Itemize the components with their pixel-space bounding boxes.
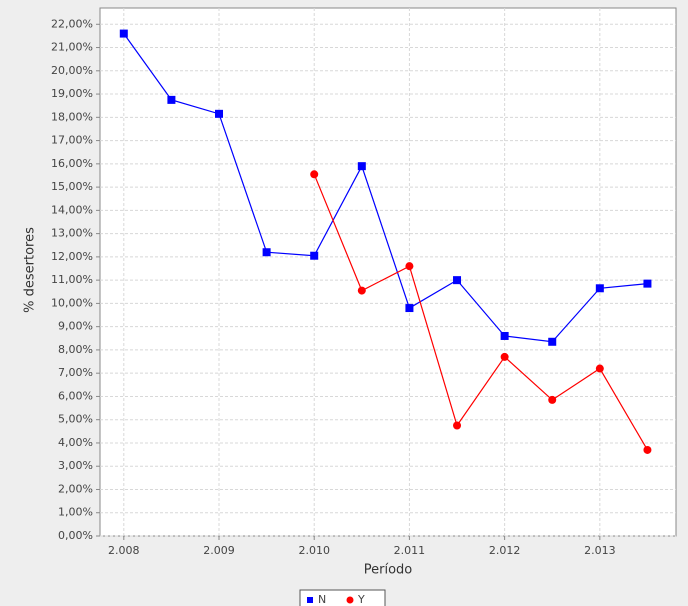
y-tick-label: 3,00% — [58, 459, 93, 472]
y-tick-label: 7,00% — [58, 366, 93, 379]
x-tick-label: 2.013 — [584, 544, 616, 557]
marker — [262, 248, 271, 257]
y-tick-label: 22,00% — [51, 17, 93, 30]
y-tick-label: 6,00% — [58, 389, 93, 402]
y-tick-label: 15,00% — [51, 180, 93, 193]
marker — [357, 286, 366, 295]
y-tick-label: 16,00% — [51, 157, 93, 170]
marker — [548, 337, 557, 346]
legend-label: N — [318, 593, 326, 606]
y-tick-label: 20,00% — [51, 64, 93, 77]
legend-marker — [307, 597, 313, 603]
marker — [453, 276, 462, 285]
marker — [215, 109, 224, 118]
plot-area — [99, 7, 677, 537]
legend-box — [299, 589, 386, 606]
series-line — [123, 33, 648, 343]
y-tick-label: 17,00% — [51, 134, 93, 147]
y-tick-label: 19,00% — [51, 87, 93, 100]
marker — [595, 364, 604, 373]
y-tick-label: 10,00% — [51, 296, 93, 309]
legend-marker — [346, 596, 354, 604]
y-axis-title: % desertores — [23, 227, 38, 313]
marker — [500, 331, 509, 340]
marker — [643, 445, 652, 454]
x-axis-title: Período — [364, 563, 413, 578]
legend-label: Y — [357, 593, 365, 606]
y-tick-label: 12,00% — [51, 250, 93, 263]
y-tick-label: 2,00% — [58, 482, 93, 495]
y-tick-label: 14,00% — [51, 203, 93, 216]
marker — [405, 262, 414, 271]
y-tick-label: 11,00% — [51, 273, 93, 286]
x-tick-label: 2.012 — [489, 544, 521, 557]
y-tick-label: 21,00% — [51, 41, 93, 54]
y-tick-label: 13,00% — [51, 227, 93, 240]
marker — [453, 421, 462, 430]
x-tick-label: 2.009 — [203, 544, 235, 557]
marker — [643, 279, 652, 288]
x-tick-label: 2.011 — [394, 544, 426, 557]
y-tick-label: 9,00% — [58, 320, 93, 333]
marker — [167, 95, 176, 104]
y-tick-label: 5,00% — [58, 413, 93, 426]
x-tick-label: 2.010 — [298, 544, 330, 557]
marker — [119, 29, 128, 38]
marker — [310, 170, 319, 179]
marker — [357, 162, 366, 171]
y-tick-label: 1,00% — [58, 506, 93, 519]
marker — [595, 284, 604, 293]
y-tick-label: 0,00% — [58, 529, 93, 542]
y-tick-label: 4,00% — [58, 436, 93, 449]
x-tick-label: 2.008 — [108, 544, 140, 557]
marker — [405, 304, 414, 313]
y-tick-label: 18,00% — [51, 110, 93, 123]
y-tick-label: 8,00% — [58, 343, 93, 356]
marker — [310, 251, 319, 260]
marker — [548, 395, 557, 404]
marker — [500, 352, 509, 361]
series-line — [313, 174, 648, 451]
